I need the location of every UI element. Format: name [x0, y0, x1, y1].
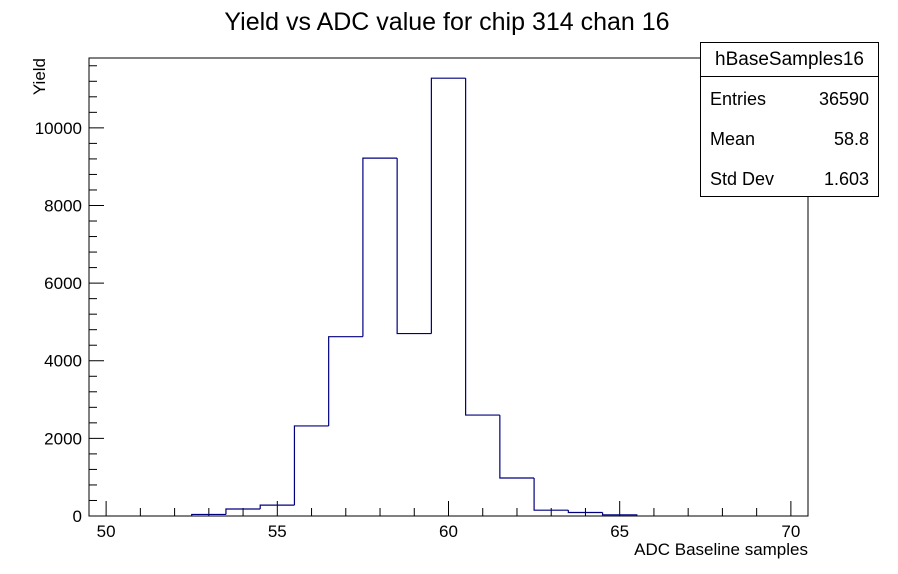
- stats-box-title: hBaseSamples16: [701, 43, 878, 77]
- stats-box: hBaseSamples16 Entries 36590 Mean 58.8 S…: [700, 42, 879, 197]
- histogram-bin: [362, 157, 398, 337]
- histogram-bin: [567, 510, 603, 514]
- stats-row-std-dev: Std Dev 1.603: [710, 164, 869, 194]
- x-tick-label: 50: [97, 522, 116, 541]
- y-axis-label: Yield: [30, 58, 49, 95]
- stats-key: Mean: [710, 129, 756, 149]
- histogram-bin: [465, 78, 500, 416]
- stats-row-entries: Entries 36590: [710, 84, 869, 114]
- x-tick-label: 65: [610, 522, 629, 541]
- stats-key: Std Dev: [710, 169, 775, 189]
- histogram-bin: [430, 77, 466, 334]
- stats-value: 36590: [818, 89, 869, 109]
- histogram-bin: [191, 513, 226, 516]
- x-tick-label: 60: [439, 522, 458, 541]
- y-tick-label: 10000: [35, 119, 82, 138]
- histogram-bin: [225, 508, 261, 515]
- stats-value: 1.603: [823, 169, 869, 189]
- y-tick-label: 6000: [44, 274, 82, 293]
- stats-row-mean: Mean 58.8: [710, 124, 869, 154]
- histogram-bin: [601, 512, 638, 516]
- histogram-bin: [293, 425, 329, 506]
- stats-value: 58.8: [833, 129, 869, 149]
- x-tick-label: 55: [268, 522, 287, 541]
- histogram-bin: [328, 336, 363, 426]
- histogram-bin: [396, 158, 432, 335]
- histogram-bin: [259, 504, 295, 510]
- histogram-bin: [499, 415, 535, 479]
- y-tick-label: 8000: [44, 196, 82, 215]
- x-tick-label: 70: [781, 522, 800, 541]
- y-tick-label: 2000: [44, 429, 82, 448]
- x-axis-label: ADC Baseline samples: [634, 540, 808, 559]
- chart-title: Yield vs ADC value for chip 314 chan 16: [224, 8, 669, 36]
- y-tick-label: 4000: [44, 352, 82, 371]
- y-tick-label: 0: [73, 507, 82, 526]
- histogram-bin: [533, 477, 569, 511]
- stats-key: Entries: [710, 89, 767, 109]
